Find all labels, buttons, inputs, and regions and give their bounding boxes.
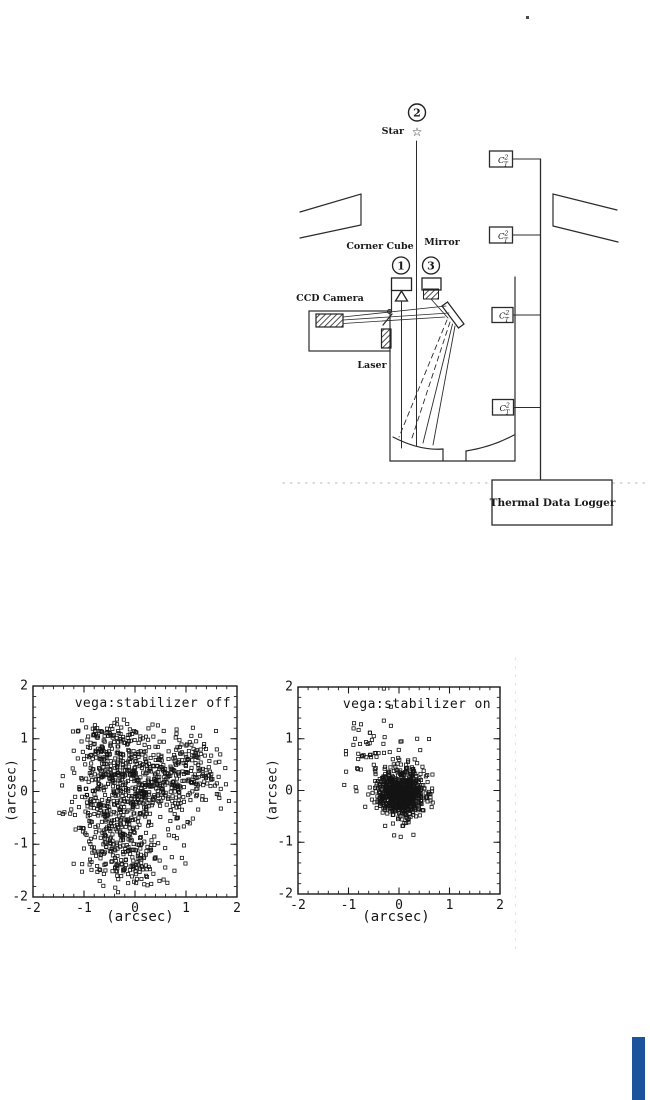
thermal-sensor-bus <box>488 150 542 481</box>
dome-shutter-left <box>299 193 362 239</box>
corner-cube-box <box>390 277 413 292</box>
x-tick-label: -1 <box>340 898 357 913</box>
scatter-plot-stabilizer-off: vega:stabilizer off (arcsec) (arcsec) -2… <box>0 670 255 946</box>
scatter-canvas-on <box>266 670 521 946</box>
y-tick-label: -2 <box>12 889 28 905</box>
x-tick-label: 1 <box>445 898 454 913</box>
x-tick-label: 0 <box>395 898 403 913</box>
svg-text:C2T: C2 T <box>498 231 509 245</box>
y-tick-label: 0 <box>20 784 28 799</box>
y-tick-label: 2 <box>20 678 28 694</box>
laser-label: Laser <box>357 360 387 371</box>
circled-number-1 <box>391 256 411 275</box>
pickoff-pivot <box>387 309 392 314</box>
y-tick-label: 2 <box>285 679 293 695</box>
tilt-mirror-assembly: 3 <box>421 256 442 300</box>
primary-mirror-left-arc <box>392 436 444 450</box>
corner-cube-assembly: 1 <box>390 256 413 302</box>
fold-mirror <box>441 301 465 329</box>
x-tick-label: 2 <box>233 901 241 916</box>
x-axis-label: (arcsec) <box>106 909 174 925</box>
mirror-box <box>421 277 442 291</box>
y-tick-label: -1 <box>12 836 28 852</box>
mirror-label: Mirror <box>424 237 460 248</box>
y-tick-label: 0 <box>285 783 293 798</box>
ccd-sensor-hatched <box>315 313 344 328</box>
x-tick-label: 2 <box>496 898 504 913</box>
plot-title-off: vega:stabilizer off <box>74 696 231 711</box>
corner-cube-label: Corner Cube <box>346 241 413 252</box>
thermal-data-logger-label: Thermal Data Logger <box>490 497 616 509</box>
dome-shutter-right <box>552 193 619 243</box>
scan-speck <box>526 16 529 19</box>
thermal-sensor-box <box>491 398 515 416</box>
x-tick-label: 0 <box>131 901 139 916</box>
y-tick-label: -2 <box>277 886 293 902</box>
thermal-sensor-box <box>488 226 514 244</box>
svg-text:C2T: C2 T <box>498 155 509 169</box>
svg-text:C2T: C2 T <box>500 403 511 417</box>
x-axis-label: (arcsec) <box>362 909 430 925</box>
circled-number-1-label: 1 <box>397 260 405 273</box>
star-icon: ☆ <box>412 125 423 139</box>
mirror-hatched <box>423 288 439 300</box>
scatter-canvas-off <box>0 670 255 946</box>
scatter-plot-stabilizer-on: vega:stabilizer on (arcsec) (arcsec) -2-… <box>266 670 521 946</box>
ccd-camera-label: CCD Camera <box>296 293 364 304</box>
y-tick-label: 1 <box>285 731 293 747</box>
ray-fan <box>398 298 456 446</box>
x-tick-label: 1 <box>182 901 190 916</box>
primary-mirror-right-arc <box>465 434 515 452</box>
circled-number-3-label: 3 <box>427 260 435 273</box>
plot-title-on: vega:stabilizer on <box>342 697 491 712</box>
ccd-camera-assembly <box>308 305 450 352</box>
thermal-sensor-box <box>491 306 514 324</box>
x-tick-label: -2 <box>25 901 41 916</box>
pickoff-mirror <box>382 313 393 326</box>
x-tick-label: -1 <box>76 901 92 916</box>
y-tick-label: -1 <box>277 834 293 850</box>
svg-text:C2T: C2 T <box>499 310 510 324</box>
telescope-tube <box>389 276 516 462</box>
thermal-data-logger: Thermal Data Logger <box>490 479 616 526</box>
y-tick-label: 1 <box>20 731 28 747</box>
star-marker: 2 ☆ Star <box>382 103 427 139</box>
circled-number-3 <box>421 256 441 275</box>
thermal-sensor-box <box>488 150 514 168</box>
ccd-rays <box>342 305 450 324</box>
beam-arrowhead <box>394 289 409 302</box>
page-edge-blue-bar <box>632 1037 645 1100</box>
star-label: Star <box>382 126 405 137</box>
circled-number-2 <box>407 103 427 122</box>
circled-number-2-label: 2 <box>413 107 421 120</box>
x-tick-label: -2 <box>290 898 306 913</box>
thermal-sensor-labels: C2 T C2 T C2 T C2 T <box>498 155 510 417</box>
laser-hatched <box>380 328 392 349</box>
